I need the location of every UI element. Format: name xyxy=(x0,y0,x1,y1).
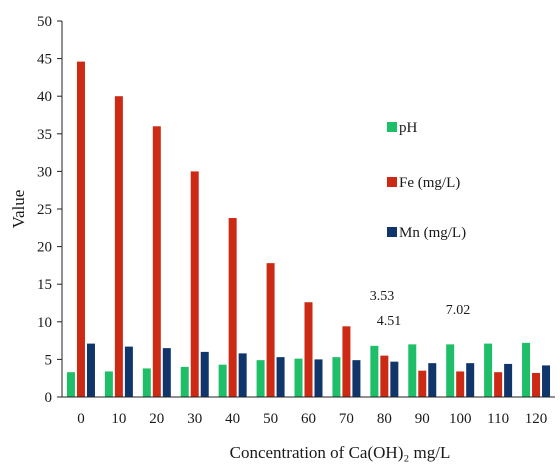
y-tick-label: 15 xyxy=(37,277,52,293)
bar-fe-30 xyxy=(190,171,199,397)
bar-fe-110 xyxy=(494,372,503,397)
x-tick-label: 40 xyxy=(225,411,240,427)
bar-ph-0 xyxy=(66,372,75,397)
x-tick-label: 0 xyxy=(77,411,85,427)
legend-label-mn: Mn (mg/L) xyxy=(399,225,466,241)
bar-mn-110 xyxy=(504,363,513,397)
bar-mn-40 xyxy=(238,353,247,397)
bar-ph-70 xyxy=(332,357,341,397)
annotation-2: 4.51 xyxy=(377,314,402,329)
bar-ph-90 xyxy=(408,344,417,397)
bar-ph-80 xyxy=(370,345,379,397)
x-tick-label: 70 xyxy=(339,411,354,427)
bar-ph-40 xyxy=(218,364,227,397)
bar-ph-110 xyxy=(484,343,493,397)
x-tick-label: 20 xyxy=(149,411,164,427)
bar-fe-70 xyxy=(342,326,351,397)
x-tick-label: 10 xyxy=(111,411,126,427)
y-tick-label: 0 xyxy=(45,390,53,406)
bar-mn-70 xyxy=(352,360,361,397)
bars xyxy=(66,61,551,397)
y-tick-label: 45 xyxy=(37,52,52,68)
x-tick-label: 110 xyxy=(487,411,509,427)
bar-mn-90 xyxy=(428,363,437,397)
bar-mn-60 xyxy=(314,359,323,397)
bar-fe-60 xyxy=(304,302,313,397)
bar-fe-10 xyxy=(114,96,123,397)
y-tick-label: 30 xyxy=(37,164,52,180)
y-tick-label: 35 xyxy=(37,127,52,143)
bar-ph-100 xyxy=(446,344,455,397)
bar-fe-120 xyxy=(532,372,541,397)
bar-mn-20 xyxy=(162,348,171,397)
bar-fe-40 xyxy=(228,218,237,397)
x-axis-title: Concentration of Ca(OH)₂ mg/L xyxy=(230,443,451,462)
legend: pH Fe (mg/L) Mn (mg/L) xyxy=(387,120,466,241)
bar-ph-60 xyxy=(294,358,303,397)
legend-swatch-fe xyxy=(387,177,397,187)
bar-mn-100 xyxy=(466,363,475,397)
y-tick-label: 25 xyxy=(37,202,52,218)
legend-swatch-ph xyxy=(387,122,397,132)
annotation-1: 3.53 xyxy=(370,289,395,304)
bar-fe-20 xyxy=(152,126,161,397)
x-tick-label: 30 xyxy=(187,411,202,427)
bar-ph-10 xyxy=(104,371,113,397)
y-tick-label: 40 xyxy=(37,89,52,105)
bar-ph-20 xyxy=(142,368,151,397)
x-tick-label: 120 xyxy=(525,411,548,427)
y-tick-label: 10 xyxy=(37,315,52,331)
bar-fe-0 xyxy=(76,61,85,397)
x-tick-label: 80 xyxy=(377,411,392,427)
bar-ph-50 xyxy=(256,360,265,397)
x-axis-ticks: 0 10 20 30 40 50 60 70 80 90 100 110 120 xyxy=(77,411,547,427)
bar-mn-50 xyxy=(276,357,285,397)
x-tick-label: 50 xyxy=(263,411,278,427)
legend-label-fe: Fe (mg/L) xyxy=(399,175,460,191)
x-tick-label: 100 xyxy=(449,411,472,427)
bar-mn-80 xyxy=(390,361,399,397)
bar-ph-120 xyxy=(522,342,531,397)
y-axis-title: Value xyxy=(9,190,28,229)
bar-fe-80 xyxy=(380,355,389,397)
bar-mn-120 xyxy=(542,365,551,397)
bar-fe-100 xyxy=(456,371,465,397)
y-axis-ticks: 0 5 10 15 20 25 30 35 40 45 50 xyxy=(37,14,62,406)
bar-mn-30 xyxy=(200,351,209,397)
bar-mn-0 xyxy=(86,343,95,397)
bar-ph-30 xyxy=(180,366,189,397)
x-tick-label: 90 xyxy=(415,411,430,427)
y-tick-label: 50 xyxy=(37,14,52,30)
bar-fe-90 xyxy=(418,370,427,397)
legend-label-ph: pH xyxy=(399,120,418,136)
x-tick-label: 60 xyxy=(301,411,316,427)
annotation-3: 7.02 xyxy=(446,303,471,318)
bar-mn-10 xyxy=(124,346,133,397)
y-tick-label: 20 xyxy=(37,240,52,256)
y-tick-label: 5 xyxy=(45,352,53,368)
legend-swatch-mn xyxy=(387,227,397,237)
bar-fe-50 xyxy=(266,263,275,397)
